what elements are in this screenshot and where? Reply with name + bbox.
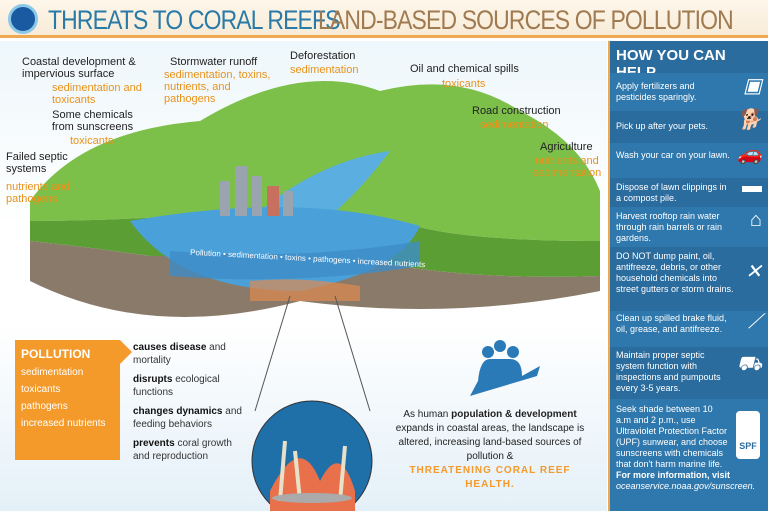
source-label: Oil and chemical spills <box>410 63 519 75</box>
main-illustration: Coastal development & impervious surface… <box>0 41 607 511</box>
septic-truck-icon: ⛟ <box>736 353 762 375</box>
help-item: Wash your car on your lawn. 🚗 <box>610 143 768 178</box>
help-title: HOW YOU CAN HELP <box>616 47 726 81</box>
source-impact: sedimentation, toxins, nutrients, and pa… <box>164 69 271 105</box>
paint-can-icon: ✕ <box>745 261 762 283</box>
car-wash-icon: 🚗 <box>737 143 762 165</box>
noaa-logo <box>8 4 38 34</box>
source-label: Some chemicals from sunscreens <box>51 109 134 133</box>
city-buildings <box>220 166 293 216</box>
source-impact: sedimentation and toxicants <box>52 82 142 106</box>
help-item: Seek shade between 10 a.m and 2 p.m., us… <box>610 399 768 511</box>
pollution-item: pathogens <box>21 401 68 412</box>
help-item: Pick up after your pets. 🐕 <box>616 109 762 131</box>
source-label: Agriculture <box>540 141 593 153</box>
source-label: Road construction <box>472 105 561 117</box>
source-label: Failed septic systems <box>6 151 68 175</box>
source-impact: nutrients and sedimentation <box>532 155 602 179</box>
pollution-stream <box>170 241 420 280</box>
source-impact: sedimentation <box>290 64 359 76</box>
pollution-item: increased nutrients <box>21 418 106 429</box>
human-impact-text: As human population & development expand… <box>395 409 585 490</box>
broom-icon: ⟋ <box>748 311 762 333</box>
help-item: Harvest rooftop rain water through rain … <box>610 207 768 247</box>
more-info-link[interactable]: oceanservice.noaa.gov/sunscreen. <box>616 481 756 491</box>
effect-item: causes disease and mortality <box>133 342 226 366</box>
pollution-item: toxicants <box>21 384 61 395</box>
reef <box>250 279 360 301</box>
effect-item: changes dynamics and feeding behaviors <box>133 406 242 430</box>
pollution-item: sedimentation <box>21 367 84 378</box>
source-impact: toxicants <box>442 78 486 90</box>
effect-item: disrupts ecological functions <box>133 374 220 398</box>
sunscreen-icon: SPF <box>736 411 760 459</box>
rain-barrel-icon: ⌂ <box>749 209 762 231</box>
people-growth-icon <box>470 340 540 396</box>
source-impact: nutrients and pathogens <box>6 181 70 205</box>
help-panel: HOW YOU CAN HELP Apply fertilizers and p… <box>608 41 768 511</box>
help-item: Apply fertilizers and pesticides sparing… <box>610 73 768 111</box>
more-info-label: For more information, visit <box>616 470 731 480</box>
dog-shovel-icon: 🐕 <box>737 109 762 131</box>
effect-item: prevents coral growth and reproduction <box>133 438 232 462</box>
help-item: Dispose of lawn clippings in a compost p… <box>616 175 762 203</box>
source-label: Coastal development & impervious surface <box>22 56 136 80</box>
help-item: DO NOT dump paint, oil, antifreeze, debr… <box>616 251 762 294</box>
source-impact: sedimentation <box>480 119 549 131</box>
source-label: Stormwater runoff <box>170 56 258 68</box>
pollution-title: POLLUTION <box>21 347 91 361</box>
fertilizer-bag-icon: ▣ <box>743 75 762 97</box>
page-title: THREATS TO CORAL REEFS <box>48 5 340 35</box>
land-top <box>30 81 600 241</box>
header: THREATS TO CORAL REEFS LAND-BASED SOURCE… <box>0 0 768 38</box>
pollution-box: POLLUTION sedimentation toxicants pathog… <box>15 340 132 460</box>
page-subtitle: LAND-BASED SOURCES OF POLLUTION <box>318 5 734 35</box>
source-label: Deforestation <box>290 50 356 62</box>
help-item: Maintain proper septic system function w… <box>616 350 762 393</box>
help-item: Clean up spilled brake fluid, oil, greas… <box>610 311 768 347</box>
lawnmower-icon: ▬ <box>742 175 762 197</box>
landscape-illustration <box>30 81 600 511</box>
source-impact: toxicants <box>70 135 114 147</box>
